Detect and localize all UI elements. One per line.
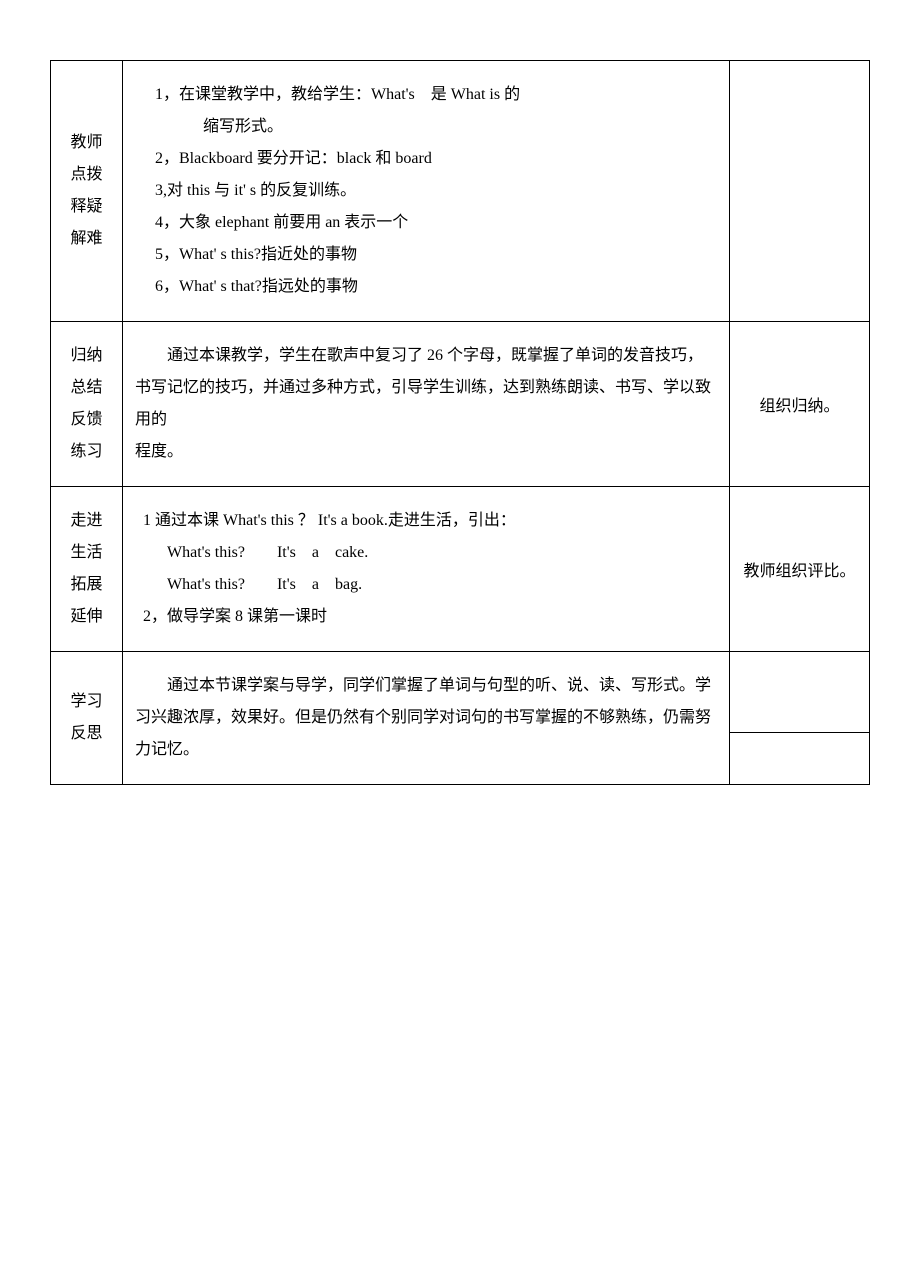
label-teacher-guidance: 教师 点拨 释疑 解难 [51,61,123,322]
note-life-extension: 教师组织评比。 [730,487,870,652]
reflection-note-upper [730,683,869,733]
summary-para1: 通过本课教学，学生在歌声中复习了 26 个字母，既掌握了单词的发音技巧，书写记忆… [135,340,717,436]
point-6: 6，What' s that?指远处的事物 [179,271,717,303]
label-line: 生活 [57,537,116,569]
reflection-para: 通过本节课学案与导学，同学们掌握了单词与句型的听、说、读、写形式。学习兴趣浓厚，… [135,670,717,766]
summary-para2: 程度。 [135,436,717,468]
ext-item2: 2，做导学案 8 课第一课时 [143,601,717,633]
label-line: 点拨 [57,159,116,191]
label-summary: 归纳 总结 反馈 练习 [51,322,123,487]
content-reflection: 通过本节课学案与导学，同学们掌握了单词与句型的听、说、读、写形式。学习兴趣浓厚，… [123,652,730,785]
note-teacher-guidance [730,61,870,322]
point-1b: 缩写形式。 [203,111,717,143]
label-line: 走进 [57,505,116,537]
label-line: 拓展 [57,569,116,601]
row-teacher-guidance: 教师 点拨 释疑 解难 1，在课堂教学中，教给学生：What's 是 What … [51,61,870,322]
reflection-note-lower [730,733,869,754]
label-line: 练习 [57,436,116,468]
row-life-extension: 走进 生活 拓展 延伸 1 通过本课 What's this ？ It's a … [51,487,870,652]
content-summary: 通过本课教学，学生在歌声中复习了 26 个字母，既掌握了单词的发音技巧，书写记忆… [123,322,730,487]
label-line: 解难 [57,223,116,255]
point-4: 4，大象 elephant 前要用 an 表示一个 [179,207,717,239]
point-3: 3,对 this 与 it' s 的反复训练。 [155,175,717,207]
label-line: 反思 [57,718,116,750]
label-life-extension: 走进 生活 拓展 延伸 [51,487,123,652]
note-reflection-container [730,652,870,785]
label-line: 学习 [57,686,116,718]
point-5: 5，What' s this?指近处的事物 [179,239,717,271]
row-reflection: 学习 反思 通过本节课学案与导学，同学们掌握了单词与句型的听、说、读、写形式。学… [51,652,870,785]
point-1a: 1，在课堂教学中，教给学生：What's 是 What is 的 [179,79,717,111]
label-line: 教师 [57,127,116,159]
label-line: 归纳 [57,340,116,372]
content-life-extension: 1 通过本课 What's this ？ It's a book.走进生活，引出… [123,487,730,652]
ext-line3: What's this? It's a bag. [167,569,717,601]
ext-line2: What's this? It's a cake. [167,537,717,569]
row-summary: 归纳 总结 反馈 练习 通过本课教学，学生在歌声中复习了 26 个字母，既掌握了… [51,322,870,487]
lesson-plan-table: 教师 点拨 释疑 解难 1，在课堂教学中，教给学生：What's 是 What … [50,60,870,785]
ext-item1: 1 通过本课 What's this ？ It's a book.走进生活，引出… [143,505,717,537]
label-line: 延伸 [57,601,116,633]
label-line: 反馈 [57,404,116,436]
label-line: 总结 [57,372,116,404]
label-line: 释疑 [57,191,116,223]
note-summary: 组织归纳。 [730,322,870,487]
nested-reflection-notes [730,683,869,754]
label-reflection: 学习 反思 [51,652,123,785]
point-2: 2，Blackboard 要分开记：black 和 board [179,143,717,175]
content-teacher-guidance: 1，在课堂教学中，教给学生：What's 是 What is 的 缩写形式。 2… [123,61,730,322]
